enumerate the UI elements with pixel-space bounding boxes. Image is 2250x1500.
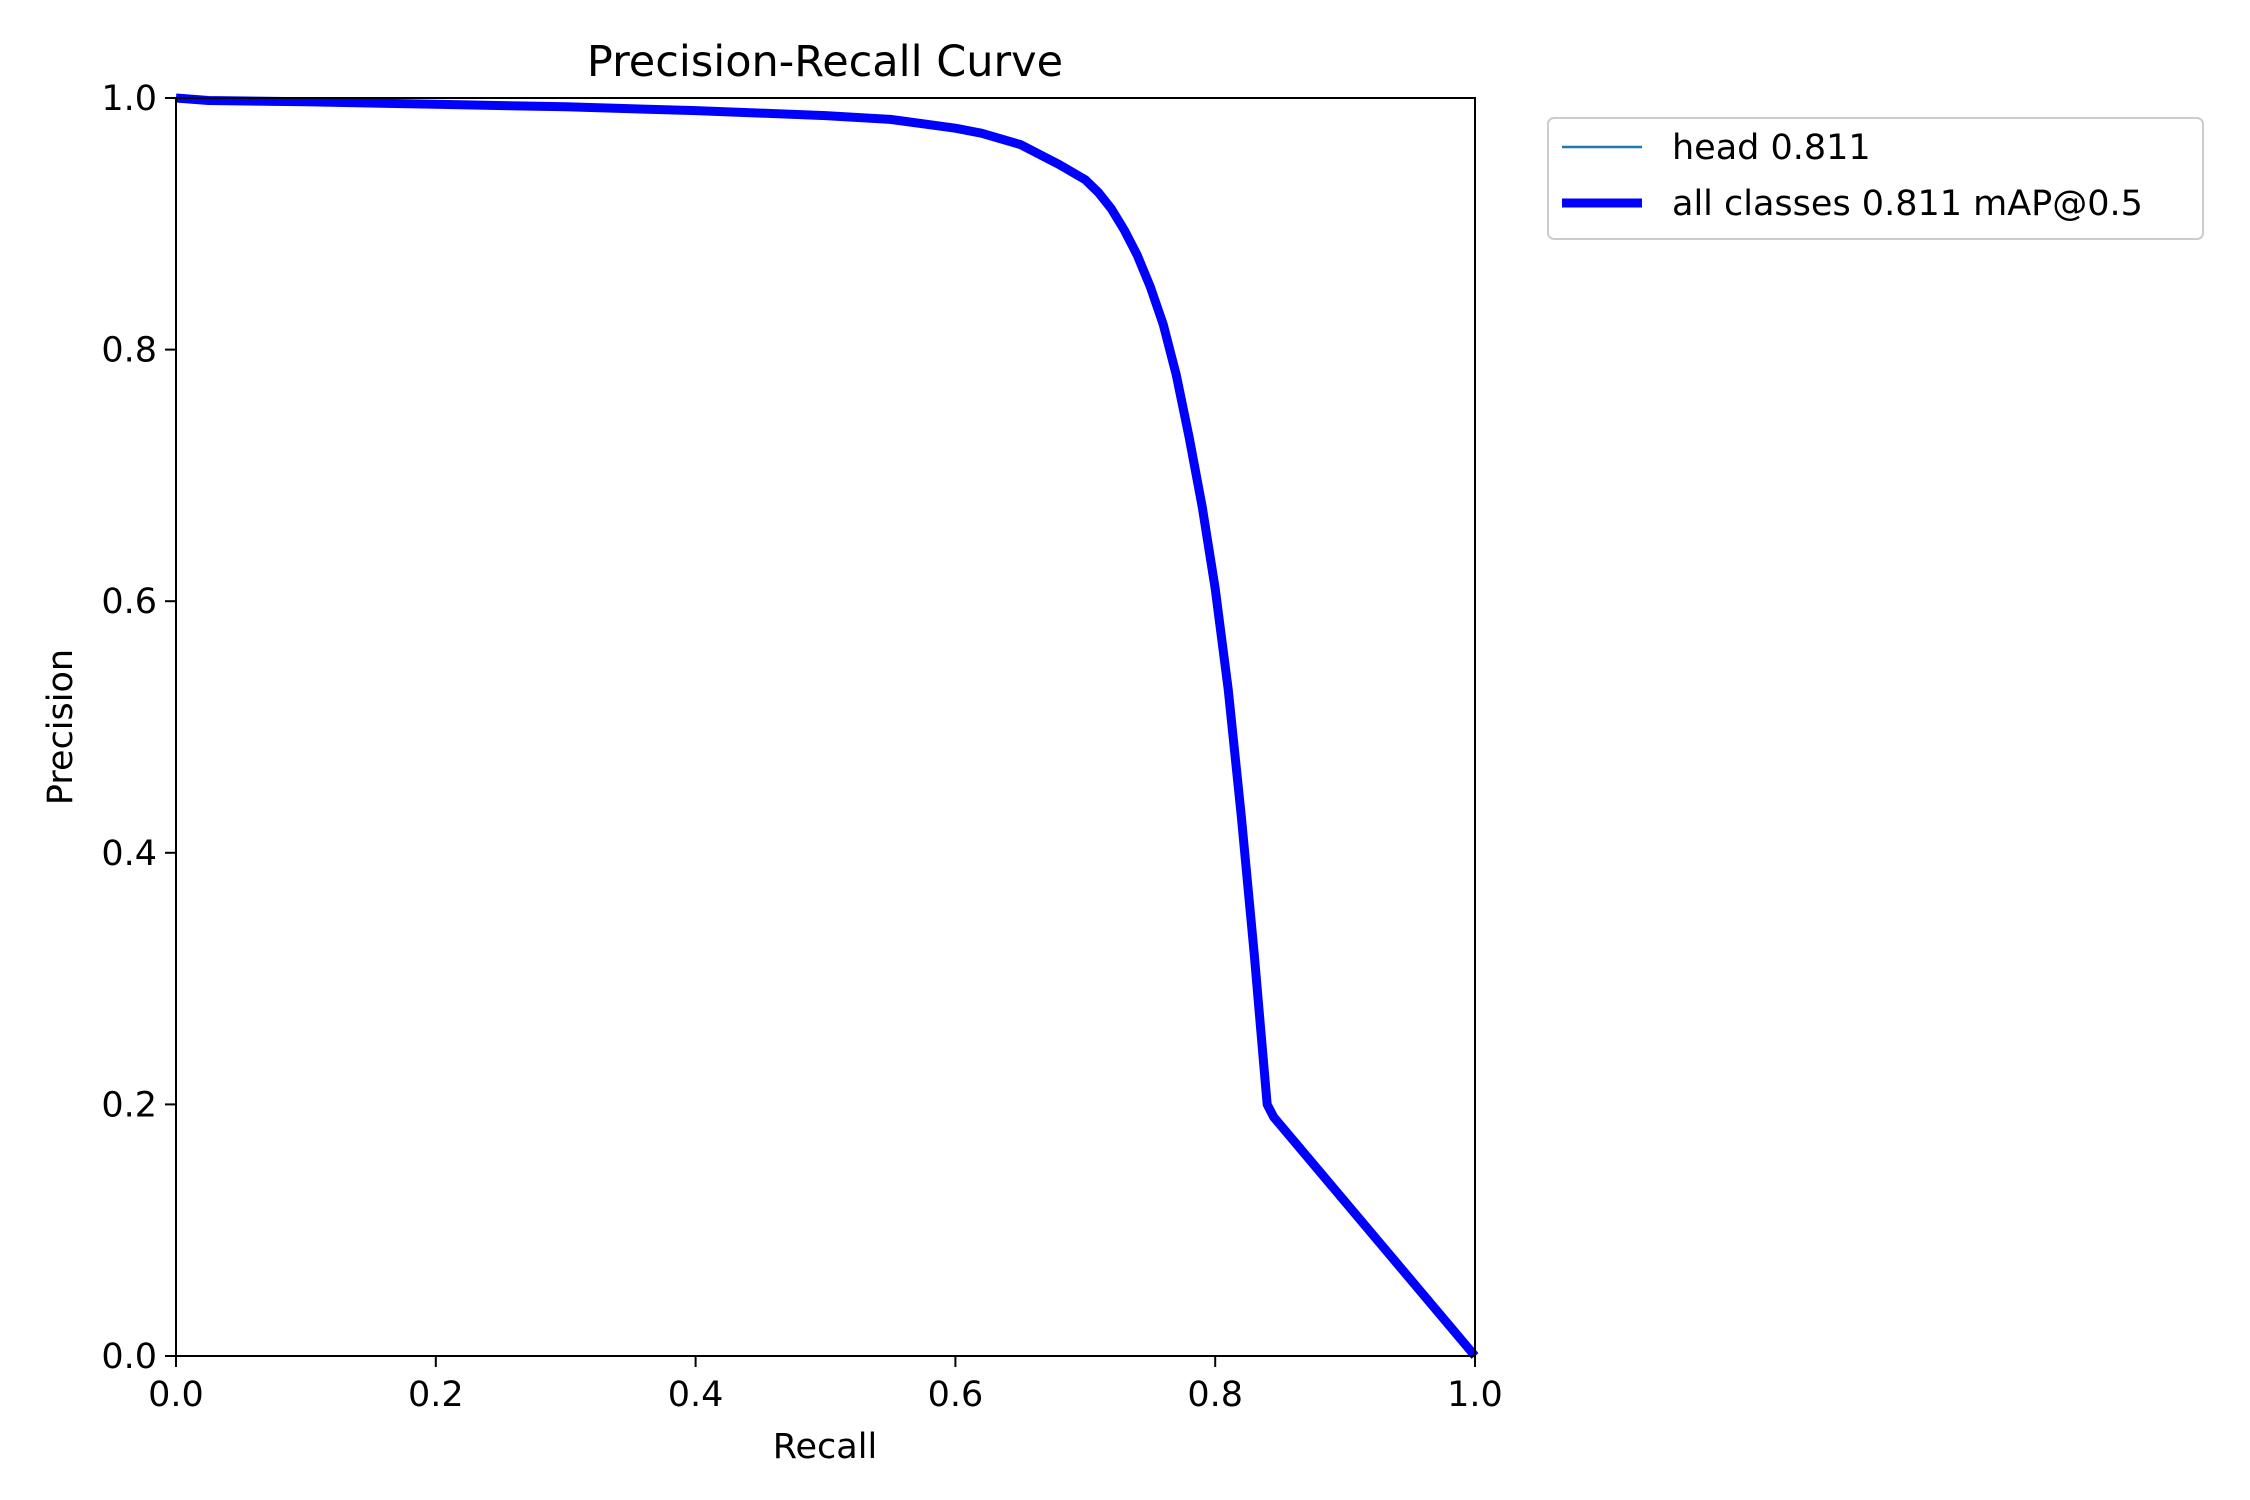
series-line-all-classes — [175, 93, 1479, 1359]
legend-label-head: head 0.811 — [1672, 128, 1871, 168]
y-tick-label: 0.6 — [101, 582, 157, 622]
y-tick-label: 0.0 — [101, 1337, 157, 1377]
x-axis-ticks: 0.0 0.2 0.4 0.6 0.8 1.0 — [148, 1356, 1503, 1415]
x-tick-label: 0.2 — [408, 1375, 464, 1415]
x-tick-label: 0.0 — [148, 1375, 204, 1415]
legend: head 0.811 all classes 0.811 mAP@0.5 — [1547, 117, 2204, 240]
y-axis-ticks: 0.0 0.2 0.4 0.6 0.8 1.0 — [101, 79, 176, 1377]
y-axis-label: Precision — [41, 649, 81, 805]
x-tick-label: 1.0 — [1447, 1375, 1503, 1415]
y-tick-label: 1.0 — [101, 79, 157, 119]
legend-box — [1547, 117, 2204, 240]
y-tick-label: 0.4 — [101, 834, 157, 874]
y-tick-label: 0.8 — [101, 331, 157, 371]
plot-frame — [175, 97, 1476, 1357]
x-tick-label: 0.6 — [928, 1375, 984, 1415]
y-tick-label: 0.2 — [101, 1085, 157, 1125]
x-tick-label: 0.8 — [1187, 1375, 1243, 1415]
legend-label-all-classes: all classes 0.811 mAP@0.5 — [1672, 184, 2143, 224]
x-axis-label: Recall — [773, 1427, 877, 1467]
x-tick-label: 0.4 — [668, 1375, 724, 1415]
plot-lines — [175, 93, 1479, 1359]
series-line-head — [175, 96, 1476, 1357]
chart-title: Precision-Recall Curve — [587, 37, 1063, 87]
